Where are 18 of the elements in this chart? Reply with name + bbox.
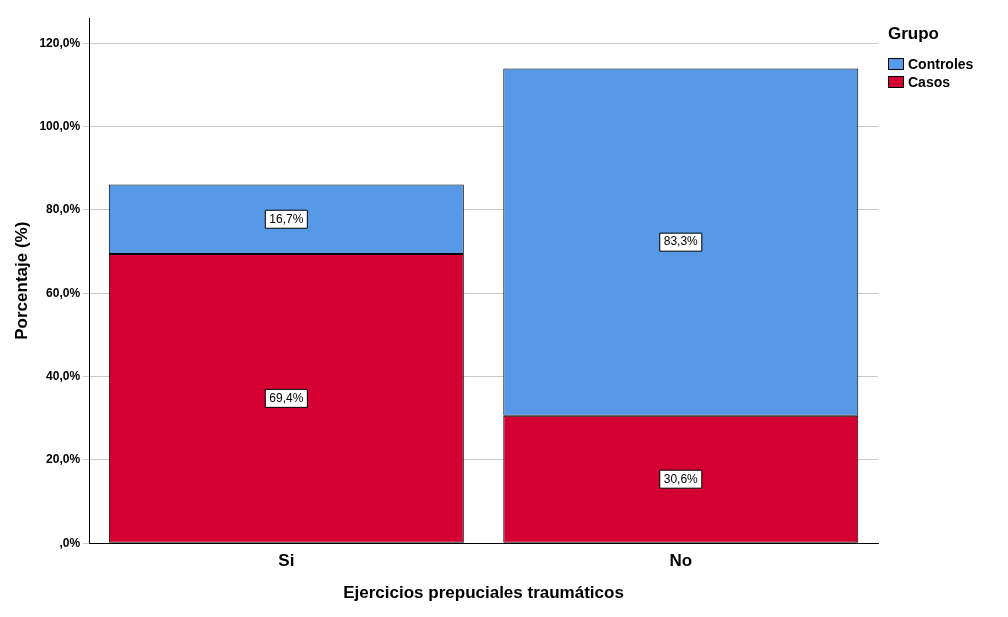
y-tick-label: 40,0% [46,368,81,383]
y-tick-label: 60,0% [46,285,81,300]
legend-label: Casos [908,74,951,90]
legend-title: Grupo [888,24,940,44]
x-tick-label: Si [278,551,295,571]
x-tick-label: No [669,551,693,571]
y-tick-label: ,0% [59,535,81,550]
legend-label: Controles [908,56,974,72]
y-axis-title: Porcentaje (%) [11,221,31,340]
data-label: 16,7% [269,211,304,226]
y-tick-label: 120,0% [39,35,81,50]
data-label: 30,6% [663,471,699,486]
x-axis-title: Ejercicios prepuciales traumáticos [343,583,624,603]
data-label: 69,4% [269,390,304,405]
y-tick-label: 20,0% [46,452,81,467]
y-tick-label: 80,0% [46,202,81,217]
y-tick-label: 100,0% [39,118,81,133]
data-label: 83,3% [663,234,699,249]
